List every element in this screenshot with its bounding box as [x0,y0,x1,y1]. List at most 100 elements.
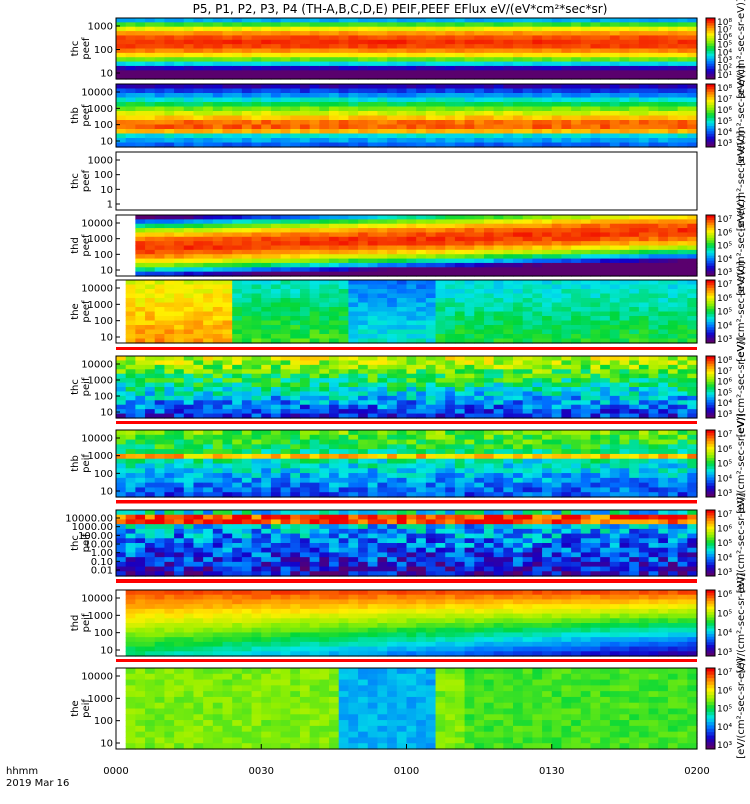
spectrogram-cell [513,473,523,478]
spectrogram-cell [484,289,494,294]
spectrogram-cell [523,263,533,268]
spectrogram-cell [503,400,513,405]
spectrogram-cell [494,18,504,23]
spectrogram-cell [436,487,446,492]
spectrogram-cell [232,374,242,379]
spectrogram-cell [649,294,659,299]
spectrogram-cell [590,391,600,396]
spectrogram-cell [126,396,136,401]
spectrogram-cell [561,378,571,383]
spectrogram-cell [416,378,426,383]
spectrogram-cell [174,215,184,220]
spectrogram-cell [571,111,581,116]
spectrogram-cell [581,383,591,388]
spectrogram-cell [561,44,571,49]
spectrogram-cell [232,435,242,440]
spectrogram-cell [668,49,678,54]
spectrogram-cell [503,35,513,40]
spectrogram-cell [155,473,165,478]
spectrogram-cell [455,294,465,299]
spectrogram-cell [174,430,184,435]
spectrogram-cell [203,228,213,233]
spectrogram-cell [542,70,552,75]
spectrogram-cell [339,44,349,49]
spectrogram-cell [145,316,155,321]
spectrogram-cell [145,125,155,130]
spectrogram-cell [484,53,494,58]
spectrogram-cell [620,44,630,49]
spectrogram-cell [290,405,300,410]
spectrogram-cell [348,215,358,220]
spectrogram-cell [261,263,271,268]
spectrogram-cell [407,307,417,312]
spectrogram-cell [261,307,271,312]
spectrogram-cell [513,294,523,299]
spectrogram-cell [494,487,504,492]
spectrogram-cell [581,232,591,237]
spectrogram-cell [232,57,242,62]
spectrogram-cell [590,70,600,75]
spectrogram-cell [658,400,668,405]
spectrogram-cell [416,444,426,449]
spectrogram-cell [620,400,630,405]
spectrogram-cell [445,70,455,75]
spectrogram-cell [503,125,513,130]
spectrogram-cell [571,391,581,396]
spectrogram-cell [242,102,252,107]
spectrogram-cell [465,325,475,330]
spectrogram-cell [116,35,126,40]
spectrogram-cell [348,449,358,454]
spectrogram-cell [232,440,242,445]
spectrogram-cell [300,18,310,23]
spectrogram-cell [503,40,513,45]
spectrogram-cell [581,316,591,321]
spectrogram-cell [145,396,155,401]
spectrogram-cell [174,138,184,143]
spectrogram-cell [184,473,194,478]
spectrogram-cell [135,391,145,396]
spectrogram-cell [629,27,639,32]
spectrogram-cell [155,391,165,396]
spectrogram-cell [426,125,436,130]
spectrogram-cell [610,49,620,54]
spectrogram-cell [532,289,542,294]
spectrogram-cell [687,219,697,224]
spectrogram-cell [145,138,155,143]
spectrogram-cell [484,298,494,303]
spectrogram-cell [252,440,262,445]
spectrogram-cell [358,84,368,89]
spectrogram-cell [513,409,523,414]
spectrogram-cell [193,219,203,224]
spectrogram-cell [658,134,668,139]
spectrogram-cell [348,129,358,134]
spectrogram-cell [581,250,591,255]
spectrogram-cell [329,400,339,405]
spectrogram-cell [639,409,649,414]
spectrogram-cell [571,405,581,410]
spectrogram-cell [135,365,145,370]
spectrogram-cell [600,325,610,330]
spectrogram-cell [610,134,620,139]
spectrogram-cell [532,125,542,130]
spectrogram-cell [174,53,184,58]
spectrogram-cell [678,129,688,134]
spectrogram-cell [639,125,649,130]
spectrogram-cell [348,31,358,36]
spectrogram-cell [416,62,426,67]
spectrogram-cell [252,102,262,107]
spectrogram-cell [223,66,233,71]
spectrogram-cell [145,464,155,469]
spectrogram-cell [126,280,136,285]
spectrogram-cell [397,49,407,54]
spectrogram-cell [213,316,223,321]
spectrogram-cell [358,280,368,285]
spectrogram-cell [203,473,213,478]
spectrogram-cell [552,224,562,229]
spectrogram-cell [658,138,668,143]
spectrogram-cell [213,125,223,130]
spectrogram-cell [629,62,639,67]
spectrogram-cell [184,53,194,58]
spectrogram-cell [687,334,697,339]
spectrogram-cell [629,307,639,312]
spectrogram-cell [581,321,591,326]
